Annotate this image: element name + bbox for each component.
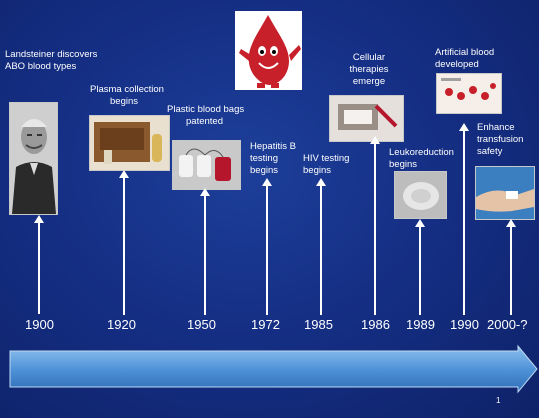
arrowhead-1989-icon xyxy=(415,219,425,227)
label-1920: Plasma collection begins xyxy=(90,84,164,107)
arrowhead-2000-icon xyxy=(506,219,516,227)
year-1920: 1920 xyxy=(107,317,136,332)
arrowhead-1990-icon xyxy=(459,123,469,131)
label-1950: Plastic blood bags patented xyxy=(167,104,245,127)
year-1985: 1985 xyxy=(304,317,333,332)
label-1989: Leukoreduction begins xyxy=(389,147,454,170)
arrow-1985 xyxy=(320,185,322,315)
arrow-1950 xyxy=(204,195,206,315)
year-1986: 1986 xyxy=(361,317,390,332)
label-1986: Cellular therapies emerge xyxy=(349,52,389,87)
transfusion-safety-photo xyxy=(475,166,535,220)
year-1972: 1972 xyxy=(251,317,280,332)
year-1900: 1900 xyxy=(25,317,54,332)
label-1990: Artificial blood developed xyxy=(435,47,495,70)
plasma-box-photo xyxy=(89,115,170,171)
page-number: 1 xyxy=(496,396,501,405)
arrow-1986 xyxy=(374,143,376,315)
arrow-2000 xyxy=(510,226,512,315)
portrait-photo xyxy=(9,102,58,215)
cell-therapy-photo xyxy=(329,95,404,142)
label-1900: Landsteiner discovers ABO blood types xyxy=(5,49,98,72)
leukoreduction-filter-photo xyxy=(394,171,447,219)
arrow-1990 xyxy=(463,130,465,315)
arrow-1900 xyxy=(38,222,40,314)
arrowhead-1985-icon xyxy=(316,178,326,186)
arrowhead-1920-icon xyxy=(119,170,129,178)
arrow-1920 xyxy=(123,177,125,315)
year-2000: 2000-? xyxy=(487,317,528,332)
year-1990: 1990 xyxy=(450,317,479,332)
year-1950: 1950 xyxy=(187,317,216,332)
label-1985: HIV testing begins xyxy=(303,153,350,176)
year-1989: 1989 xyxy=(406,317,435,332)
arrowhead-1900-icon xyxy=(34,215,44,223)
arrowhead-1986-icon xyxy=(370,136,380,144)
arrowhead-1972-icon xyxy=(262,178,272,186)
blood-bags-photo xyxy=(172,140,241,190)
label-2000: Enhance transfusion safety xyxy=(477,122,524,157)
arrowhead-1950-icon xyxy=(200,188,210,196)
blood-drop-mascot xyxy=(235,11,302,90)
artificial-blood-diagram xyxy=(436,73,502,114)
arrow-1972 xyxy=(266,185,268,315)
arrow-1989 xyxy=(419,226,421,315)
